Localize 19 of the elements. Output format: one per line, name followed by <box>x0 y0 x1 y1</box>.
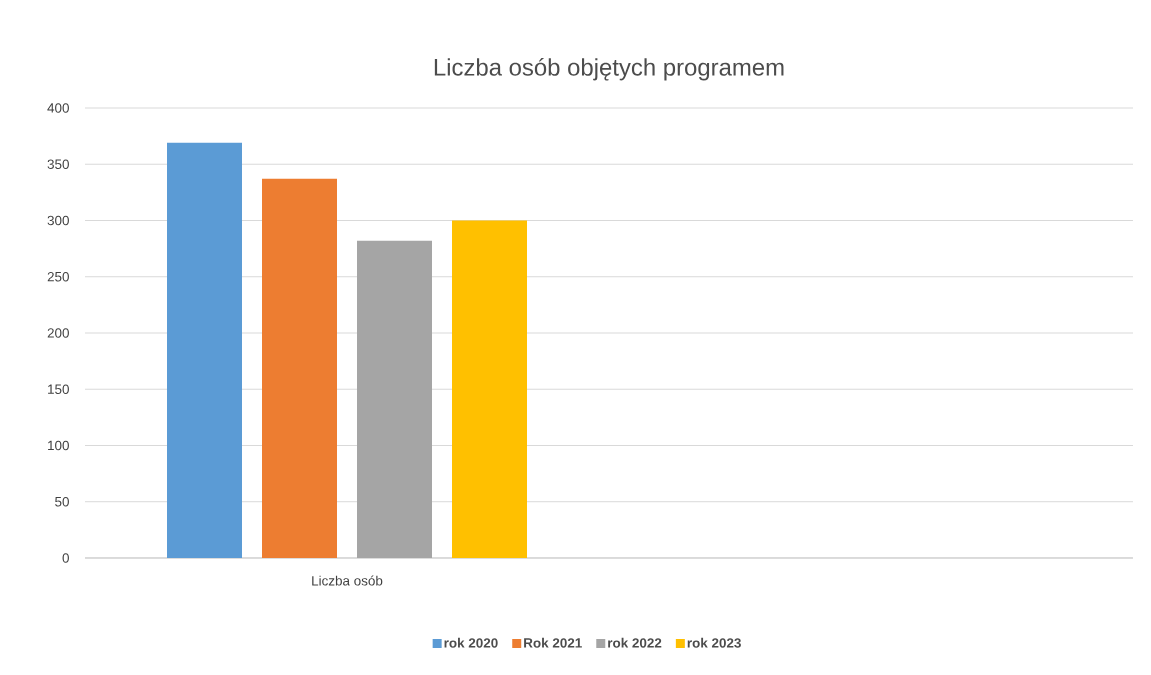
y-tick-label: 400 <box>47 103 69 113</box>
x-tick-label: Liczba osób <box>312 575 383 586</box>
legend-label: rok 2020 <box>444 637 498 648</box>
legend-label: rok 2022 <box>608 637 662 648</box>
y-tick-label: 0 <box>62 553 69 563</box>
chart-title: Liczba osób objętych programem <box>434 57 784 81</box>
y-tick-label: 150 <box>48 384 69 394</box>
legend-label: Rok 2021 <box>524 637 582 648</box>
y-tick-label: 250 <box>47 271 69 282</box>
bar <box>357 240 433 558</box>
bar <box>167 142 242 558</box>
y-tick-label: 50 <box>55 496 69 507</box>
bar <box>452 220 528 558</box>
y-tick-label: 200 <box>47 328 69 338</box>
bar <box>262 178 338 558</box>
y-tick-label: 300 <box>47 215 69 226</box>
y-tick-label: 100 <box>48 440 69 451</box>
y-tick-label: 350 <box>47 159 69 169</box>
legend-label: rok 2023 <box>687 637 741 648</box>
